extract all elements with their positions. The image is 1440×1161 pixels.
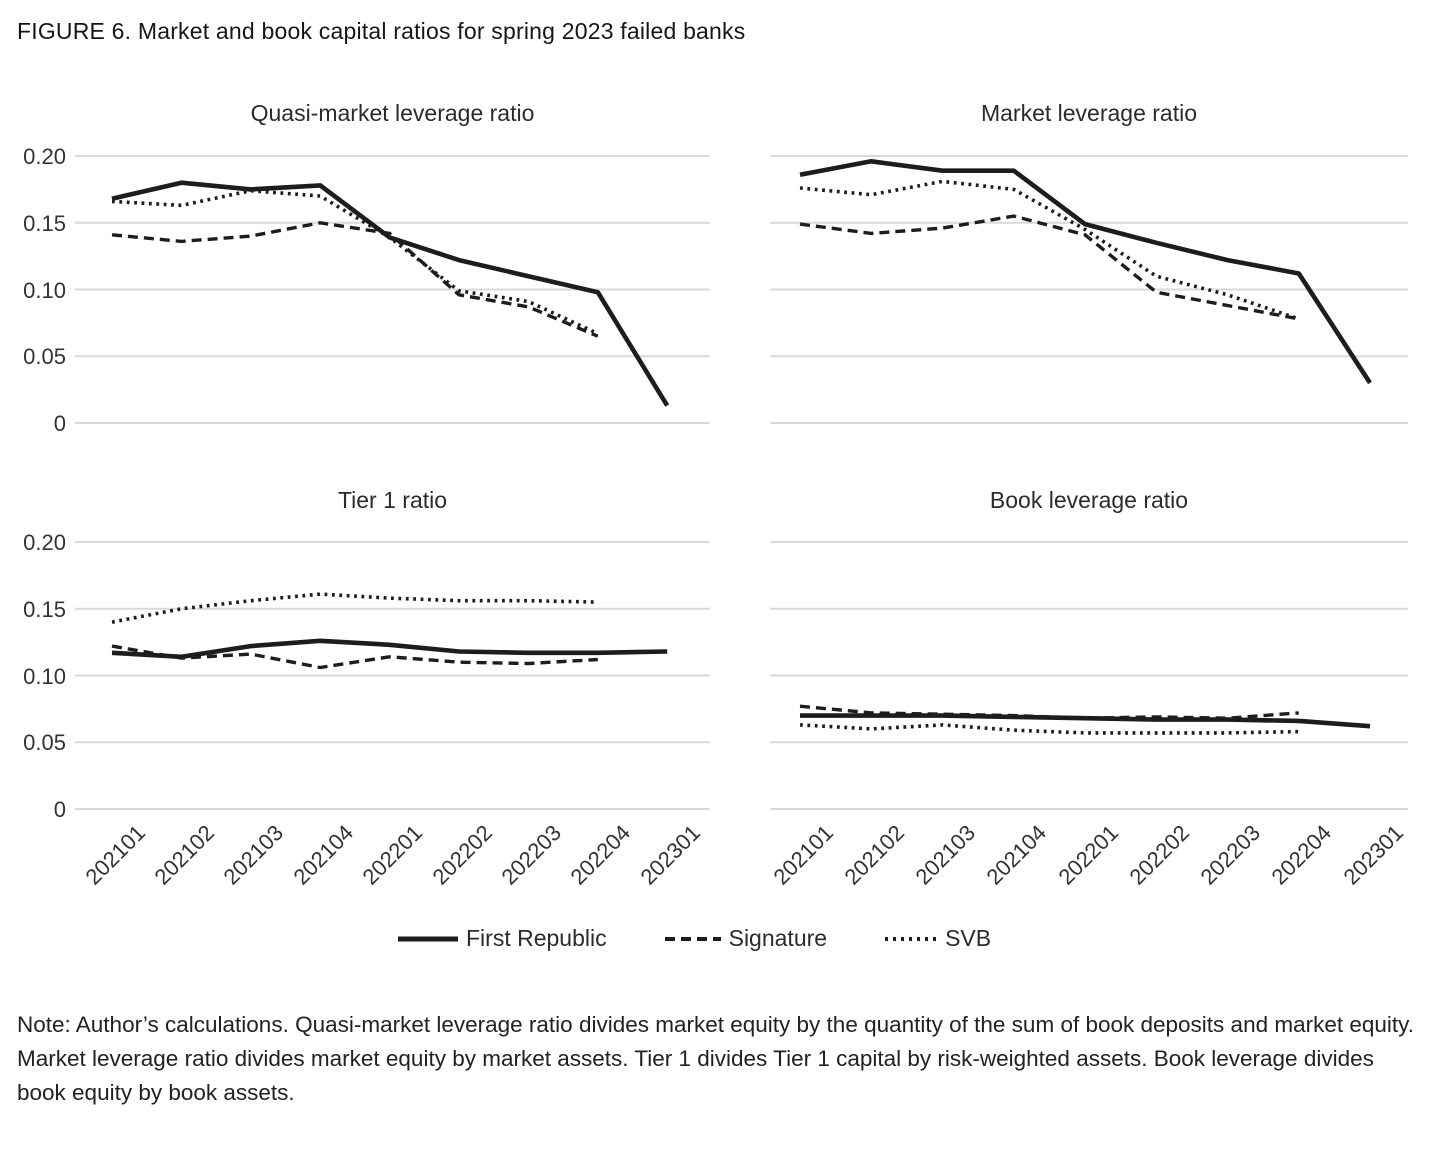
y-axis-top: 0.20 0.15 0.10 0.05 0: [0, 143, 66, 443]
series-line-svb: [799, 179, 1300, 321]
y-tick-label: 0.05: [23, 730, 66, 756]
legend-line-dashed-icon: [664, 936, 721, 941]
figure-note: Note: Author’s calculations. Quasi-marke…: [17, 1012, 1414, 1105]
chart-canvas: [770, 541, 1408, 810]
y-tick-label: 0.15: [23, 596, 66, 622]
x-tick-label: 202202: [1124, 820, 1194, 890]
chart-canvas: [75, 155, 710, 424]
chart-canvas: [75, 541, 710, 810]
x-tick-label: 202202: [427, 820, 497, 890]
x-tick-label: 202301: [635, 820, 705, 890]
x-tick-label: 202204: [1266, 820, 1337, 890]
y-tick-label: 0: [53, 411, 66, 436]
series-line-svb: [111, 188, 599, 336]
series-line-first-republic: [799, 159, 1372, 385]
panel-title-market: Market leverage ratio: [980, 100, 1198, 126]
series-line-signature: [111, 221, 599, 338]
legend-line-dotted-icon: [885, 936, 938, 941]
x-tick-label: 202204: [565, 820, 636, 890]
chart-canvas: [770, 155, 1408, 424]
legend-label: SVB: [945, 925, 992, 951]
x-tick-label: 202103: [910, 820, 981, 890]
x-tick-label: 202201: [357, 820, 428, 890]
chart-tier1-ratio: [75, 532, 710, 819]
series-line-signature: [799, 704, 1299, 720]
x-tick-label: 202102: [839, 820, 909, 890]
x-tick-label: 202102: [149, 820, 220, 890]
panel-title-tier1: Tier 1 ratio: [337, 487, 448, 513]
chart-market-leverage: [770, 146, 1408, 433]
y-tick-label: 0: [53, 797, 66, 822]
y-tick-label: 0.20: [23, 144, 66, 169]
series-line-first-republic: [800, 713, 1371, 729]
chart-quasi-market-leverage: [75, 146, 710, 433]
x-axis-left: 202101 202102 202103 202104 202201 202202 2022…: [75, 820, 710, 930]
legend-item-signature: Signature: [664, 925, 828, 952]
y-tick-label: 0.15: [23, 210, 66, 236]
panel-title-book: Book leverage ratio: [989, 487, 1189, 513]
y-tick-label: 0.10: [23, 277, 66, 303]
y-tick-label: 0.20: [23, 530, 66, 555]
x-tick-label: 202104: [981, 820, 1052, 890]
x-tick-label: 202203: [1195, 820, 1266, 890]
x-axis-right: 202101 202102 202103 202104 202201 202202 2022…: [768, 820, 1408, 930]
y-tick-label: 0.10: [23, 663, 66, 689]
series-line-signature: [799, 214, 1300, 321]
series-line-svb: [111, 592, 598, 624]
legend: First Republic Signature SVB: [398, 925, 991, 952]
x-tick-label: 202101: [768, 820, 838, 890]
legend-item-svb: SVB: [885, 925, 991, 952]
y-tick-label: 0.05: [23, 344, 66, 370]
x-tick-label: 202203: [496, 820, 567, 890]
legend-item-first-republic: First Republic: [398, 925, 607, 952]
x-tick-label: 202104: [288, 820, 358, 890]
chart-book-leverage: [770, 532, 1408, 819]
legend-line-solid-icon: [398, 936, 458, 941]
legend-label: Signature: [728, 925, 828, 951]
figure-title: FIGURE 6. Market and book capital ratios…: [17, 18, 746, 44]
series-line-first-republic: [111, 638, 668, 660]
series-line-signature: [111, 644, 598, 670]
panel-title-quasi-market: Quasi-market leverage ratio: [250, 100, 535, 126]
legend-label: First Republic: [466, 925, 607, 951]
x-tick-label: 202103: [218, 820, 289, 890]
x-tick-label: 202101: [80, 820, 150, 890]
x-tick-label: 202201: [1053, 820, 1123, 890]
series-line-first-republic: [111, 180, 670, 407]
y-axis-bottom: 0.20 0.15 0.10 0.05 0: [0, 529, 66, 829]
x-tick-label: 202301: [1338, 820, 1408, 890]
series-line-svb: [799, 723, 1299, 735]
